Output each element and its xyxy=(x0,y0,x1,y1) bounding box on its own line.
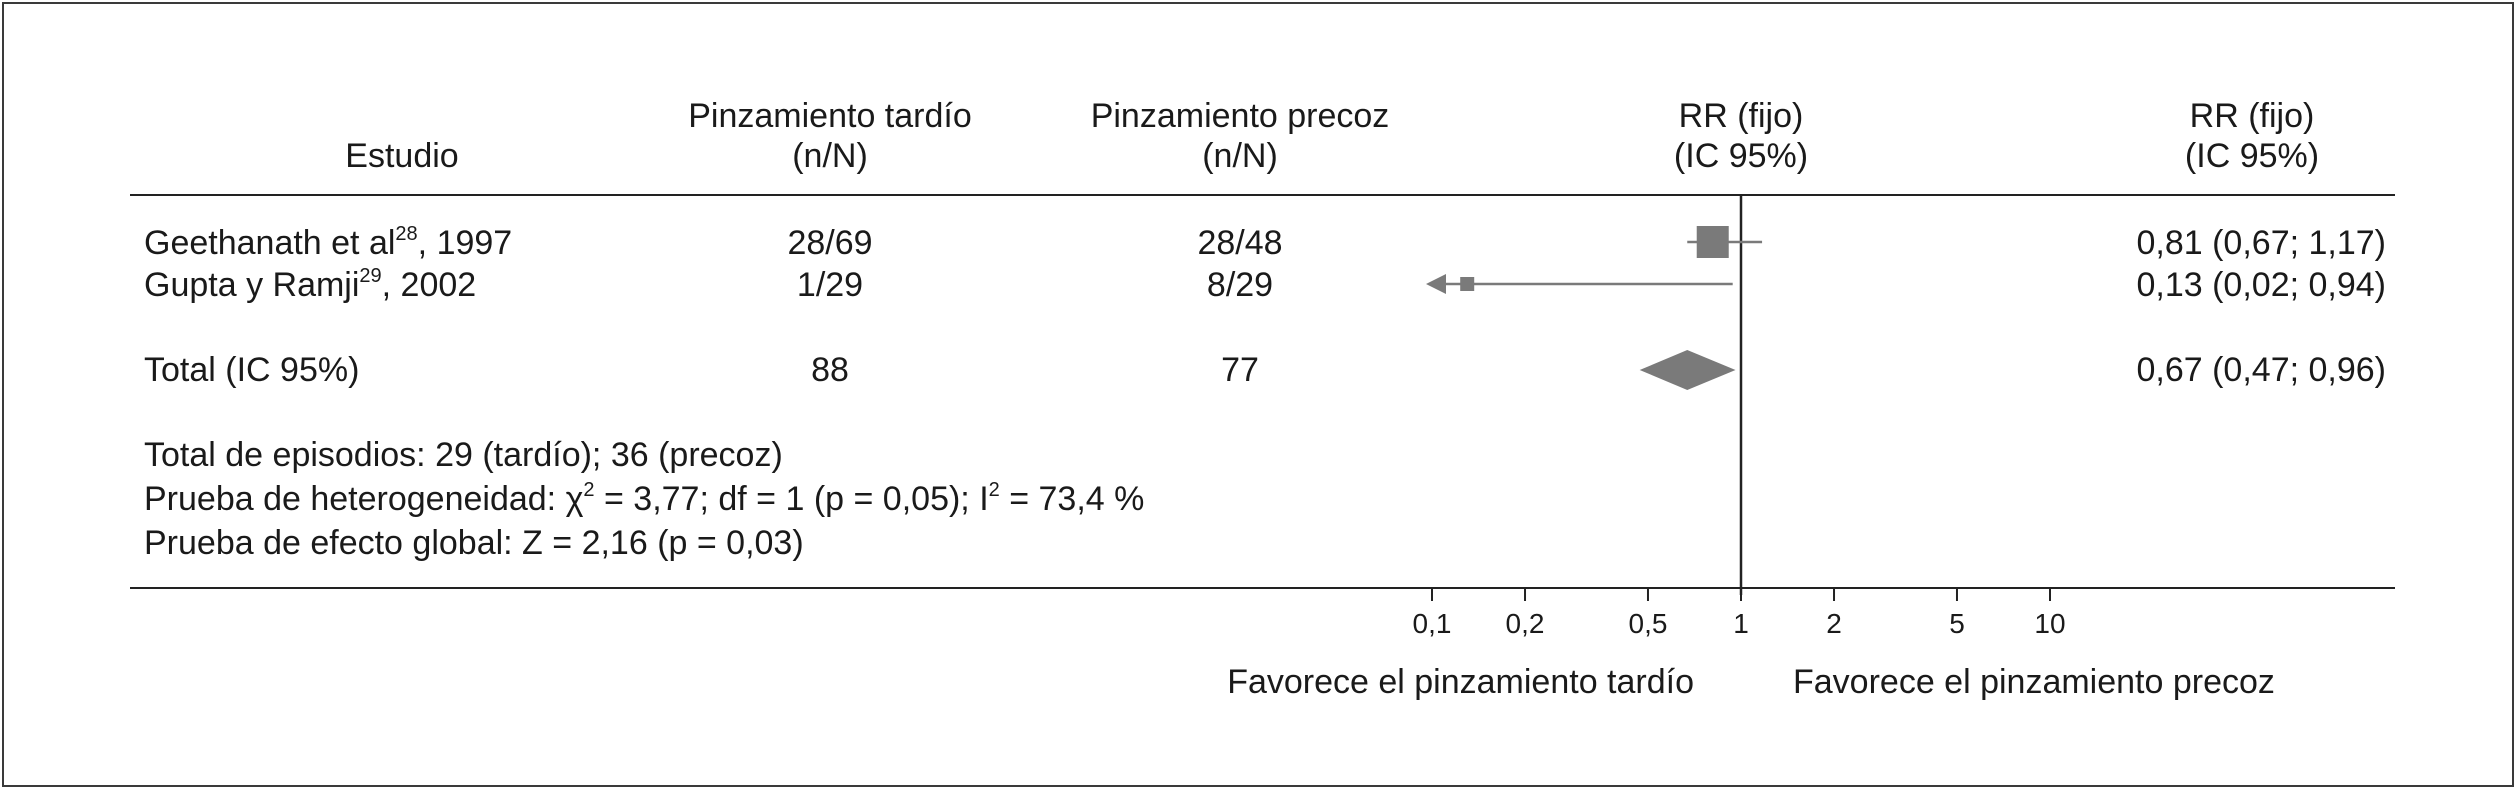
total-ci: 0,67 (0,47; 0,96) xyxy=(2136,351,2386,389)
header-study: Estudio xyxy=(345,137,459,175)
header-rr-plot-line1: RR (fijo) xyxy=(1678,97,1804,135)
header-rule xyxy=(130,194,2395,196)
favors-left-label: Favorece el pinzamiento tardío xyxy=(1227,663,1694,701)
study-late-0: 28/69 xyxy=(787,224,873,262)
header-early-line1: Pinzamiento precoz xyxy=(1090,97,1390,135)
study-early-1: 8/29 xyxy=(1206,266,1274,304)
total-label: Total (IC 95%) xyxy=(144,351,360,389)
study-name-0: Geethanath et al28, 1997 xyxy=(144,223,513,262)
ci-arrow-1 xyxy=(1426,274,1446,294)
header-rr-text: RR (fijo) (IC 95%) xyxy=(2185,96,2319,176)
axis-tick-label-4: 2 xyxy=(1826,608,1842,639)
study-late-1: 1/29 xyxy=(796,266,864,304)
header-rr-text-line1: RR (fijo) xyxy=(2189,97,2315,135)
header-rr-plot: RR (fijo) (IC 95%) xyxy=(1674,96,1808,176)
axis-tick-label-2: 0,5 xyxy=(1629,608,1668,639)
axis-tick-label-0: 0,1 xyxy=(1413,608,1452,639)
axis-tick-label-3: 1 xyxy=(1733,608,1749,639)
study-ci-0: 0,81 (0,67; 1,17) xyxy=(2136,224,2386,262)
bottom-rule xyxy=(130,587,2395,589)
study-name-1: Gupta y Ramji29, 2002 xyxy=(144,265,477,304)
point-marker-1 xyxy=(1460,277,1475,291)
total-early: 77 xyxy=(1221,351,1259,389)
header-late-line1: Pinzamiento tardío xyxy=(688,97,972,135)
stats-events: Total de episodios: 29 (tardío); 36 (pre… xyxy=(144,436,783,474)
header-late-line2: (n/N) xyxy=(792,137,868,175)
header-late: Pinzamiento tardío (n/N) xyxy=(688,96,972,176)
study-early-0: 28/48 xyxy=(1197,224,1283,262)
header-rr-plot-line2: (IC 95%) xyxy=(1673,137,1809,175)
study-ci-1: 0,13 (0,02; 0,94) xyxy=(2136,266,2386,304)
stats-heterogeneity: Prueba de heterogeneidad: χ2 = 3,77; df … xyxy=(144,479,1145,518)
point-marker-0 xyxy=(1696,226,1729,258)
total-late: 88 xyxy=(811,351,849,389)
axis-tick-label-1: 0,2 xyxy=(1506,608,1545,639)
axis-tick-label-5: 5 xyxy=(1949,608,1965,639)
header-early-line2: (n/N) xyxy=(1202,137,1278,175)
pooled-diamond xyxy=(1639,350,1736,390)
favors-right-label: Favorece el pinzamiento precoz xyxy=(1793,663,2275,701)
header-rr-text-line2: (IC 95%) xyxy=(2184,137,2320,175)
header-early: Pinzamiento precoz (n/N) xyxy=(1091,96,1390,176)
axis-tick-label-6: 10 xyxy=(2034,608,2065,639)
stats-overall: Prueba de efecto global: Z = 2,16 (p = 0… xyxy=(144,524,804,562)
